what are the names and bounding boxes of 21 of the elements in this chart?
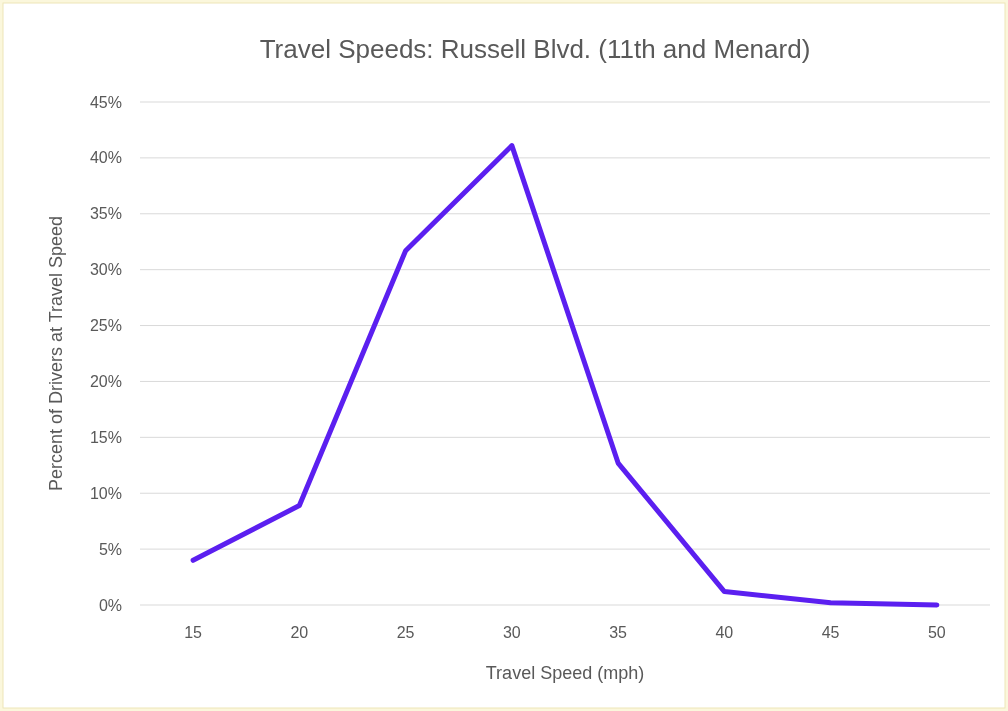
chart-title: Travel Speeds: Russell Blvd. (11th and Menard) (259, 34, 811, 64)
y-tick-label: 15% (89, 428, 122, 446)
y-tick-label: 30% (89, 261, 122, 279)
x-tick-label: 35 (609, 624, 628, 641)
x-tick-label: 40 (715, 624, 734, 641)
y-tick-label: 25% (89, 317, 122, 335)
x-tick-label: 30 (502, 624, 521, 641)
x-tick-label: 45 (821, 624, 840, 641)
x-tick-label: 15 (184, 624, 203, 641)
y-tick-label: 40% (89, 149, 122, 167)
y-tick-label: 20% (89, 373, 122, 391)
x-tick-label: 25 (396, 624, 415, 641)
x-tick-label: 50 (927, 624, 946, 641)
y-axis-title: Percent of Drivers at Travel Speed (46, 215, 66, 492)
x-tick-label: 20 (290, 624, 309, 641)
y-tick-label: 10% (89, 484, 122, 502)
y-tick-label: 35% (89, 205, 122, 223)
y-tick-label: 5% (98, 540, 122, 558)
x-axis-title: Travel Speed (mph) (485, 663, 645, 683)
y-tick-label: 0% (98, 596, 122, 614)
y-tick-label: 45% (89, 93, 122, 111)
